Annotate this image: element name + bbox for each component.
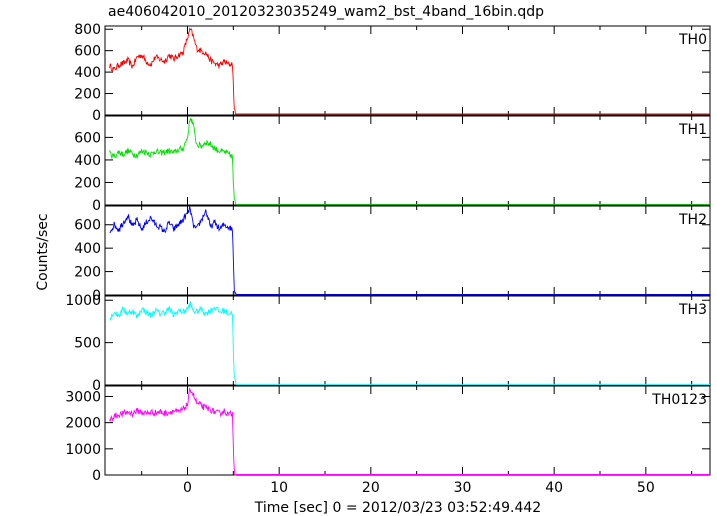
x-tick-label: 50	[637, 480, 655, 496]
panel-th1: 0 200 400 600 TH1	[74, 115, 711, 214]
x-tick-label: 0	[183, 480, 192, 496]
y-tick-label: 600	[74, 44, 101, 60]
series-line-th1	[109, 117, 710, 205]
panel-label: TH3	[678, 302, 707, 318]
y-tick-label: 400	[74, 153, 101, 169]
y-tick-label: 1000	[65, 293, 101, 309]
x-tick-label: 40	[545, 480, 563, 496]
y-tick-label: 1000	[65, 442, 101, 458]
x-tick-label: 10	[270, 480, 288, 496]
panel-th0123: 0 1000 2000 3000 TH0123 0 10 20 30 40 50	[65, 385, 711, 496]
panel-th0: 0 200 400 600 800 TH0	[74, 22, 711, 124]
y-tick-label: 600	[74, 218, 101, 234]
x-tick-label: 20	[362, 480, 380, 496]
panel-frame	[104, 25, 711, 116]
panel-label: TH0123	[651, 392, 707, 408]
panel-th3: 0 500 1000 TH3	[65, 293, 711, 394]
y-tick-label: 0	[92, 288, 101, 304]
y-tick-label: 200	[74, 175, 101, 191]
panel-frame	[104, 205, 711, 296]
y-tick-label: 3000	[65, 389, 101, 405]
series-line-th0	[109, 27, 710, 117]
y-tick-label: 800	[74, 22, 101, 38]
panel-label: TH0	[678, 32, 707, 48]
y-axis-label: Counts/sec	[35, 213, 51, 290]
series-line-th0123	[109, 387, 710, 476]
x-tick-label: 30	[454, 480, 472, 496]
panel-label: TH2	[678, 212, 707, 228]
y-tick-label: 200	[74, 87, 101, 103]
y-tick-label: 400	[74, 65, 101, 81]
series-line-th3	[109, 300, 710, 386]
series-line-th2	[109, 206, 710, 295]
y-tick-label: 500	[74, 336, 101, 352]
panel-label: TH1	[678, 122, 707, 138]
panel-frame	[104, 115, 711, 206]
panel-th2: 0 200 400 600 TH2	[74, 205, 711, 304]
y-tick-label: 2000	[65, 416, 101, 432]
y-tick-label: 600	[74, 130, 101, 146]
panel-frame	[104, 385, 711, 476]
y-tick-label: 400	[74, 241, 101, 257]
y-tick-label: 0	[92, 198, 101, 214]
y-tick-label: 0	[92, 108, 101, 124]
y-tick-label: 0	[92, 468, 101, 484]
y-tick-label: 200	[74, 265, 101, 281]
x-axis-label: Time [sec] 0 = 2012/03/23 03:52:49.442	[254, 500, 541, 516]
chart-title: ae406042010_20120323035249_wam2_bst_4ban…	[108, 4, 544, 20]
y-tick-label: 0	[92, 378, 101, 394]
panel-frame	[104, 295, 711, 386]
